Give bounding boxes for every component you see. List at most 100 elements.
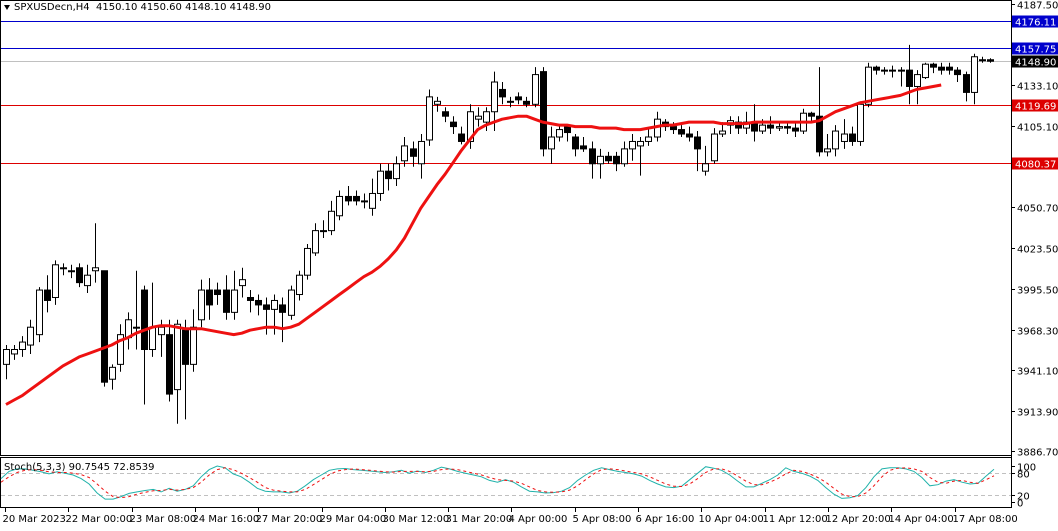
bull-candle: [832, 130, 839, 150]
bear-candle: [686, 133, 693, 138]
bull-candle: [369, 192, 376, 209]
level-price-badge: [1012, 15, 1058, 28]
time-tick-label: 10 Apr 04:00: [699, 514, 764, 525]
bull-candle: [68, 270, 75, 273]
time-tick-label: 12 Apr 20:00: [826, 514, 891, 525]
price-levels: 4176.11 4157.75 4148.90 4119.69 4080.37: [1, 15, 1058, 171]
bear-candle: [141, 289, 148, 351]
bull-candle: [27, 326, 34, 346]
bull-candle: [320, 230, 327, 233]
bear-candle: [247, 296, 254, 301]
bull-candle: [361, 200, 368, 203]
stoch-main-line: [0, 465, 995, 500]
symbol-label: SPXUSDecn,H4: [14, 2, 90, 13]
bull-candle: [776, 126, 783, 129]
price-tick-label: 3913.90: [1017, 408, 1058, 419]
price-tick-label: 4105.10: [1017, 123, 1058, 134]
main-plot-frame: [0, 0, 1012, 456]
bull-candle: [475, 115, 482, 120]
bear-candle: [44, 289, 51, 301]
bull-candle: [483, 111, 490, 123]
bull-candle: [719, 130, 726, 135]
stochastic-label: Stoch(5,3,3) 90.7545 72.8539: [4, 462, 155, 473]
time-tick-label: 4 Apr 00:00: [509, 514, 568, 525]
level-price-badge: [1012, 99, 1058, 112]
bull-candle: [174, 323, 181, 391]
bear-candle: [930, 63, 937, 68]
collapse-triangle-icon[interactable]: [4, 4, 10, 10]
bull-candle: [979, 59, 986, 62]
bull-candle: [824, 148, 831, 153]
bull-candle: [198, 289, 205, 321]
bull-candle: [109, 366, 116, 380]
ohlc-values: 4150.10 4150.60 4148.10 4148.90: [96, 2, 271, 13]
chart-header: SPXUSDecn,H4 4150.10 4150.60 4148.10 414…: [4, 2, 271, 13]
bull-candle: [52, 264, 59, 298]
bull-candle: [702, 163, 709, 172]
bull-candle: [377, 170, 384, 194]
price-tick-label: 4023.50: [1017, 245, 1058, 256]
level-price-label: 4157.75: [1015, 45, 1056, 56]
bull-candle: [922, 63, 929, 79]
bear-candle: [410, 148, 417, 157]
bear-candle: [678, 129, 685, 135]
bull-candle: [857, 103, 864, 142]
bear-candle: [206, 289, 213, 306]
bid-price-badge: [1012, 55, 1058, 68]
bull-candle: [507, 100, 514, 103]
bull-candle: [401, 145, 408, 162]
bear-candle: [499, 88, 506, 98]
bear-candle: [263, 304, 270, 310]
bear-candle: [385, 170, 392, 180]
bull-candle: [158, 326, 165, 336]
bull-candle: [393, 163, 400, 180]
price-axis[interactable]: 4187.50 4133.10 4105.10 4050.70 4023.50 3995.…: [1011, 1, 1058, 459]
time-tick-label: 27 Mar 20:00: [256, 514, 323, 525]
bull-candle: [711, 133, 718, 162]
level-price-label: 4119.69: [1015, 102, 1056, 113]
bull-candle: [621, 148, 628, 165]
bull-candle: [19, 341, 26, 351]
bear-candle: [523, 100, 530, 105]
bear-candle: [589, 148, 596, 165]
time-tick-label: 29 Mar 04:00: [320, 514, 387, 525]
time-tick-label: 20 Mar 2023: [3, 514, 66, 525]
bear-candle: [450, 121, 457, 128]
price-tick-label: 3968.30: [1017, 327, 1058, 338]
bull-candle: [84, 274, 91, 287]
price-tick-label: 3886.70: [1017, 448, 1058, 459]
bull-candle: [296, 274, 303, 296]
bear-candle: [938, 66, 945, 71]
bull-candle: [645, 136, 652, 142]
bear-candle: [694, 136, 701, 150]
bull-candle: [190, 326, 197, 365]
bear-candle: [101, 270, 108, 383]
bull-candle: [271, 299, 278, 310]
bear-candle: [76, 267, 83, 284]
bull-candle: [865, 66, 872, 105]
bull-candle: [328, 210, 335, 232]
level-price-label: 4080.37: [1015, 160, 1056, 171]
price-tick-label: 3941.10: [1017, 367, 1058, 378]
bull-candle: [60, 267, 67, 270]
bear-candle: [954, 69, 961, 76]
time-tick-label: 30 Mar 12:00: [383, 514, 450, 525]
bull-candle: [759, 124, 766, 132]
stoch-tick-label: 20: [1017, 492, 1030, 503]
time-tick-label: 6 Apr 16:00: [636, 514, 695, 525]
bear-candle: [279, 304, 286, 313]
bear-candle: [223, 289, 230, 313]
bull-candle: [149, 326, 156, 351]
bull-candle: [426, 96, 433, 141]
time-tick-label: 5 Apr 08:00: [573, 514, 632, 525]
bear-candle: [946, 66, 953, 71]
bear-candle: [458, 133, 465, 142]
bull-candle: [239, 279, 246, 287]
bear-candle: [353, 195, 360, 202]
bull-candle: [914, 74, 921, 87]
stoch-signal-line: [0, 467, 995, 499]
